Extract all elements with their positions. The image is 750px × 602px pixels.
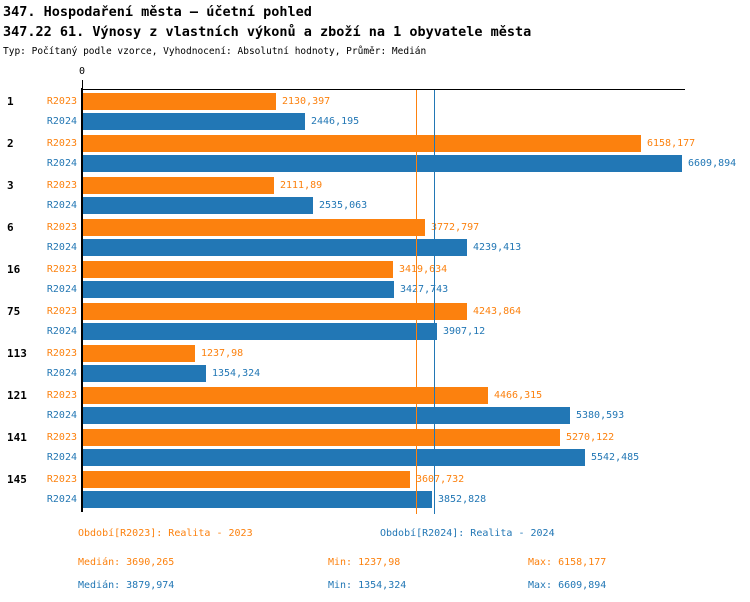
series-label-r2024: R2024 [46,116,77,127]
value-label-r2024: 3852,828 [438,494,487,505]
bar-r2023 [83,261,393,278]
stat-median-r2024: Medián: 3879,974 [78,580,175,591]
value-label-r2024: 3907,12 [443,326,486,337]
value-label-r2023: 4243,864 [473,306,522,317]
category-label: 3 [7,179,14,192]
y-axis-line [81,88,83,512]
category-label: 6 [7,221,14,234]
axis-zero-tick [82,80,83,89]
series-label-r2024: R2024 [46,284,77,295]
bar-r2024 [83,323,437,340]
series-label-r2023: R2023 [46,306,77,317]
bar-r2023 [83,387,488,404]
bar-r2023 [83,345,195,362]
series-label-r2024: R2024 [46,158,77,169]
series-label-r2024: R2024 [46,368,77,379]
series-label-r2024: R2024 [46,242,77,253]
series-label-r2024: R2024 [46,410,77,421]
value-label-r2023: 4466,315 [494,390,543,401]
category-label: 141 [7,431,27,444]
bar-r2024 [83,239,467,256]
stat-min-r2023: Min: 1237,98 [328,557,401,568]
value-label-r2023: 3607,732 [416,474,465,485]
bar-r2024 [83,491,432,508]
bar-r2024 [83,155,682,172]
median-line-r2024 [434,90,435,514]
series-label-r2023: R2023 [46,96,77,107]
page-title: 347. Hospodaření města – účetní pohled [3,4,312,20]
median-line-r2023 [416,90,417,514]
series-label-r2023: R2023 [46,138,77,149]
bar-r2023 [83,93,276,110]
value-label-r2023: 3772,797 [431,222,480,233]
legend-r2023: Období[R2023]: Realita - 2023 [78,528,253,539]
value-label-r2024: 5380,593 [576,410,625,421]
series-label-r2023: R2023 [46,390,77,401]
series-label-r2023: R2023 [46,222,77,233]
value-label-r2024: 1354,324 [212,368,261,379]
series-label-r2024: R2024 [46,200,77,211]
series-label-r2024: R2024 [46,494,77,505]
bar-r2023 [83,303,467,320]
bar-r2024 [83,365,206,382]
series-label-r2023: R2023 [46,348,77,359]
axis-zero-label: 0 [78,66,86,77]
value-label-r2023: 2130,397 [282,96,331,107]
value-label-r2024: 2446,195 [311,116,360,127]
value-label-r2024: 4239,413 [473,242,522,253]
series-label-r2023: R2023 [46,264,77,275]
page-subtitle: 347.22 61. Výnosy z vlastních výkonů a z… [3,24,532,40]
series-label-r2024: R2024 [46,452,77,463]
stat-max-r2023: Max: 6158,177 [528,557,607,568]
series-label-r2024: R2024 [46,326,77,337]
bar-r2024 [83,113,305,130]
value-label-r2023: 1237,98 [201,348,244,359]
stat-median-r2023: Medián: 3690,265 [78,557,175,568]
legend-r2024: Období[R2024]: Realita - 2024 [380,528,555,539]
bar-r2023 [83,429,560,446]
value-label-r2024: 6609,894 [688,158,737,169]
bar-r2024 [83,407,570,424]
page-meta: Typ: Počítaný podle vzorce, Vyhodnocení:… [3,46,427,57]
stat-max-r2024: Max: 6609,894 [528,580,607,591]
series-label-r2023: R2023 [46,180,77,191]
x-axis-line [82,89,685,90]
value-label-r2023: 3419,634 [399,264,448,275]
category-label: 1 [7,95,14,108]
bar-r2024 [83,197,313,214]
value-label-r2024: 5542,485 [591,452,640,463]
value-label-r2023: 5270,122 [566,432,615,443]
category-label: 2 [7,137,14,150]
value-label-r2024: 2535,063 [319,200,368,211]
bar-r2023 [83,177,274,194]
value-label-r2023: 6158,177 [647,138,696,149]
value-label-r2024: 3427,743 [400,284,449,295]
bar-r2023 [83,135,641,152]
bar-r2023 [83,219,425,236]
category-label: 145 [7,473,27,486]
bar-r2023 [83,471,410,488]
series-label-r2023: R2023 [46,432,77,443]
stat-min-r2024: Min: 1354,324 [328,580,407,591]
bar-r2024 [83,281,394,298]
category-label: 75 [7,305,21,318]
value-label-r2023: 2111,89 [280,180,323,191]
bar-r2024 [83,449,585,466]
category-label: 16 [7,263,21,276]
category-label: 121 [7,389,27,402]
series-label-r2023: R2023 [46,474,77,485]
category-label: 113 [7,347,27,360]
